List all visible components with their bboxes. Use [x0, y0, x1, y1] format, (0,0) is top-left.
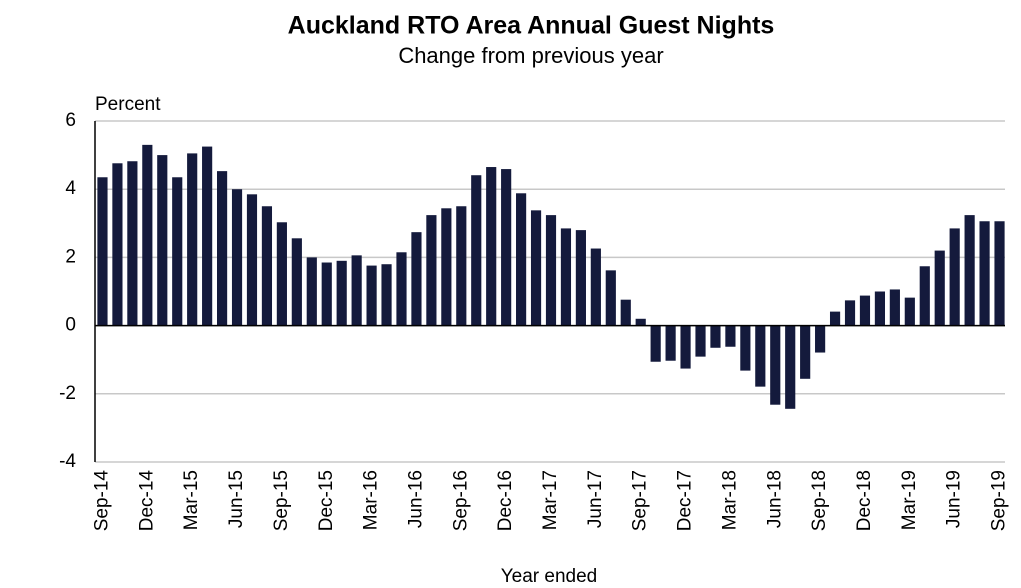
bar — [740, 325, 751, 371]
bar — [994, 221, 1005, 326]
bar — [396, 252, 407, 326]
bar — [471, 175, 482, 326]
bar — [650, 325, 661, 362]
bar — [501, 169, 512, 326]
bar — [276, 222, 287, 326]
bar — [216, 171, 228, 326]
x-tick-label: Mar-17 — [540, 470, 561, 530]
bar — [770, 325, 781, 405]
bar — [590, 248, 601, 326]
bar — [844, 300, 856, 326]
bar — [516, 193, 527, 326]
bar — [366, 265, 377, 326]
bar — [680, 325, 691, 369]
x-tick-label: Sep-14 — [91, 470, 112, 532]
bar — [231, 189, 243, 326]
y-tick-label: 6 — [65, 110, 76, 131]
x-tick-label: Mar-19 — [899, 470, 920, 530]
bar — [785, 325, 796, 409]
bar — [560, 228, 572, 326]
bar — [127, 161, 138, 326]
bar — [306, 257, 317, 326]
bar — [934, 250, 945, 326]
bar — [530, 210, 542, 326]
chart-subtitle: Change from previous year — [398, 43, 663, 68]
x-tick-label: Sep-17 — [630, 470, 651, 531]
y-tick-label: -2 — [59, 383, 76, 404]
bar — [351, 255, 362, 326]
bar — [695, 325, 706, 357]
bar — [545, 215, 557, 326]
x-tick-label: Dec-16 — [495, 470, 516, 531]
bar — [755, 325, 766, 387]
x-tick-label: Dec-14 — [136, 470, 157, 532]
bar — [97, 177, 108, 326]
y-tick-label: 4 — [65, 178, 76, 199]
bar — [620, 299, 631, 326]
bar — [919, 266, 930, 326]
x-tick-label: Sep-18 — [809, 470, 830, 531]
bar — [710, 325, 721, 348]
y-tick-label: -4 — [59, 451, 76, 472]
bar — [665, 325, 676, 361]
bar — [142, 144, 153, 326]
y-axis-label: Percent — [95, 94, 161, 115]
bar — [949, 228, 960, 326]
bar — [904, 297, 915, 326]
bar — [964, 215, 975, 326]
bar — [246, 194, 258, 326]
bar — [381, 264, 392, 326]
bar — [202, 146, 213, 326]
x-tick-label: Mar-16 — [361, 470, 382, 530]
bar — [456, 206, 467, 326]
bar — [172, 177, 183, 326]
bar — [829, 311, 841, 326]
bar — [112, 163, 123, 326]
x-tick-label: Sep-16 — [450, 470, 471, 531]
bar — [725, 325, 736, 347]
bar — [889, 289, 900, 326]
bar — [800, 325, 811, 379]
bar — [874, 291, 886, 326]
x-tick-label: Mar-15 — [181, 470, 202, 530]
x-tick-label: Jun-15 — [226, 470, 247, 528]
bar — [411, 232, 422, 326]
y-tick-label: 0 — [65, 315, 76, 336]
bar — [979, 221, 990, 326]
bar — [291, 238, 302, 326]
x-tick-label: Jun-16 — [405, 470, 426, 528]
x-tick-label: Dec-17 — [675, 470, 696, 531]
x-tick-label: Jun-19 — [944, 470, 965, 528]
x-tick-label: Jun-18 — [764, 470, 785, 528]
x-tick-label: Jun-17 — [585, 470, 606, 528]
bar — [441, 208, 452, 326]
bar — [336, 260, 347, 326]
bar — [157, 155, 168, 326]
x-tick-label: Dec-18 — [854, 470, 875, 531]
chart-title: Auckland RTO Area Annual Guest Nights — [288, 12, 775, 40]
y-tick-label: 2 — [65, 246, 76, 267]
x-tick-label: Dec-15 — [316, 470, 337, 531]
bar — [575, 230, 586, 326]
x-tick-label: Sep-19 — [989, 470, 1010, 531]
bar — [321, 262, 332, 326]
x-tick-label: Mar-18 — [719, 470, 740, 530]
bar — [605, 270, 616, 326]
bar — [815, 325, 826, 353]
bar — [859, 295, 871, 326]
bar — [187, 153, 198, 326]
bar — [635, 318, 646, 326]
x-axis-label: Year ended — [501, 566, 598, 587]
bar — [486, 167, 497, 326]
x-tick-label: Sep-15 — [271, 470, 292, 531]
bar — [261, 206, 273, 326]
bar — [426, 215, 437, 326]
